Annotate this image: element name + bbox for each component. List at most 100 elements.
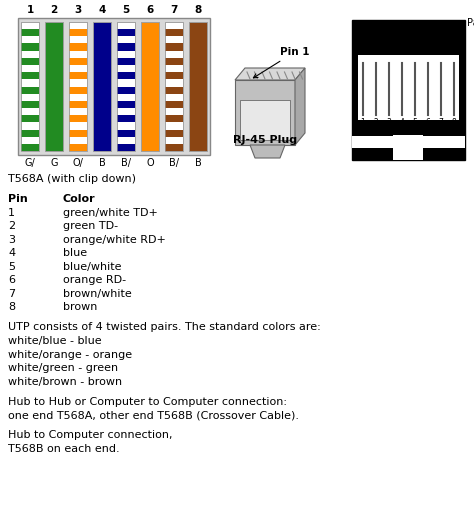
Bar [118,144,135,151]
Bar [93,22,110,151]
Text: orange RD-: orange RD- [63,275,126,285]
Text: green/white TD+: green/white TD+ [63,208,158,218]
Text: 1: 1 [405,33,411,43]
Bar [21,22,39,151]
Bar [118,43,135,51]
Polygon shape [235,68,305,80]
Text: 7: 7 [438,118,444,127]
Bar [21,72,39,79]
Bar [21,22,39,151]
Text: 5: 5 [122,5,129,15]
Bar [118,22,135,151]
Text: 4: 4 [400,118,404,127]
Bar [352,20,465,160]
Bar [118,129,135,137]
Text: 4: 4 [8,248,15,258]
Bar [21,144,39,151]
Bar [69,72,87,79]
Text: green TD-: green TD- [63,221,118,231]
Bar [118,101,135,108]
Polygon shape [240,100,290,140]
Text: T568A (with clip down): T568A (with clip down) [8,174,136,184]
Bar [165,115,182,122]
Bar [69,22,87,151]
Text: 2: 2 [366,33,373,43]
Text: 6: 6 [146,5,154,15]
Polygon shape [235,80,295,145]
Text: blue/white: blue/white [63,262,121,272]
Bar [69,22,87,151]
Text: 6: 6 [8,275,15,285]
Text: RJ-45 Plug: RJ-45 Plug [233,135,297,145]
Text: O/: O/ [73,158,83,168]
Text: white/blue - blue: white/blue - blue [8,336,101,346]
Bar [165,144,182,151]
Bar [21,29,39,36]
Text: 8: 8 [8,302,15,312]
Bar [69,58,87,65]
Text: UTP consists of 4 twisted pairs. The standard colors are:: UTP consists of 4 twisted pairs. The sta… [8,323,321,332]
Bar [165,101,182,108]
Text: B: B [99,158,105,168]
Text: 1: 1 [27,5,34,15]
Bar [21,43,39,51]
Text: B/: B/ [121,158,131,168]
Bar [393,135,423,160]
Bar [21,58,39,65]
Text: O: O [146,158,154,168]
Text: 3: 3 [74,5,82,15]
Text: 5: 5 [8,262,15,272]
Text: 2: 2 [8,221,15,231]
Bar [165,22,182,151]
Text: white/orange - orange: white/orange - orange [8,349,132,360]
Text: 4: 4 [459,33,465,43]
Bar [165,72,182,79]
Bar [69,144,87,151]
Text: 8: 8 [452,118,456,127]
Bar [21,115,39,122]
Bar [189,22,207,151]
Text: blue: blue [63,248,87,258]
Text: Color: Color [63,194,96,204]
Text: B: B [195,158,201,168]
Text: 4: 4 [98,5,106,15]
Bar [118,29,135,36]
Bar [118,86,135,93]
Text: 7: 7 [8,289,15,299]
Text: one end T568A, other end T568B (Crossover Cable).: one end T568A, other end T568B (Crossove… [8,410,299,420]
Bar [165,29,182,36]
Text: Pair: Pair [467,18,474,28]
Bar [93,22,110,151]
Bar [69,86,87,93]
Text: Pin: Pin [8,194,28,204]
Polygon shape [295,68,305,145]
Text: brown: brown [63,302,97,312]
Text: 1: 1 [8,208,15,218]
Bar [141,22,159,151]
Text: G: G [50,158,58,168]
Text: G/: G/ [25,158,36,168]
Text: 7: 7 [170,5,178,15]
Text: 6: 6 [426,118,430,127]
Bar [18,18,210,155]
Bar [118,22,135,151]
Text: white/brown - brown: white/brown - brown [8,377,122,386]
Text: 1: 1 [361,118,365,127]
Bar [118,58,135,65]
Text: 5: 5 [412,118,418,127]
Bar [21,101,39,108]
Bar [165,129,182,137]
Bar [21,86,39,93]
Bar [69,129,87,137]
Bar [69,115,87,122]
Text: 2: 2 [374,118,378,127]
Text: 3: 3 [387,118,392,127]
Polygon shape [250,145,285,158]
Bar [141,22,159,151]
Bar [69,101,87,108]
Text: 8: 8 [194,5,201,15]
Bar [46,22,63,151]
Bar [423,136,465,148]
Bar [165,43,182,51]
Bar [358,55,459,120]
